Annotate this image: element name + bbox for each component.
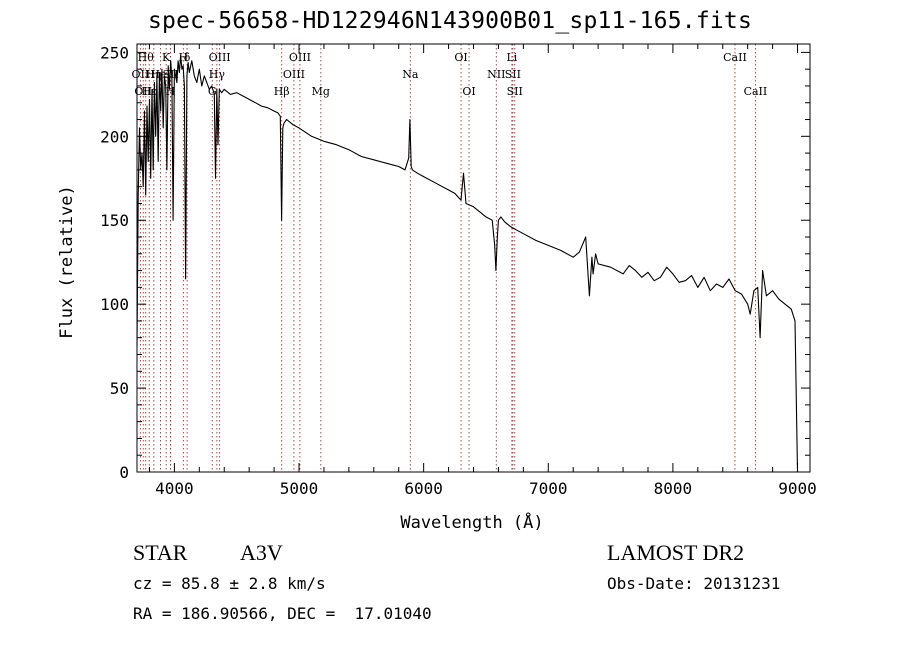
chart-title: spec-56658-HD122946N143900B01_sp11-165.f… bbox=[147, 8, 753, 34]
x-tick-label: 5000 bbox=[280, 479, 319, 498]
line-marker-label: HeI bbox=[150, 68, 170, 81]
line-marker-label: δ bbox=[184, 51, 191, 64]
line-marker-label: CaII bbox=[744, 85, 768, 98]
line-marker-label: Hη bbox=[146, 68, 162, 81]
line-marker-label: SII bbox=[505, 68, 521, 81]
line-marker-label: Li bbox=[506, 51, 517, 64]
plot-frame bbox=[136, 43, 811, 473]
line-marker-label: Na bbox=[402, 68, 419, 81]
x-tick-label: 4000 bbox=[155, 479, 194, 498]
x-tick-label: 8000 bbox=[654, 479, 693, 498]
line-marker-label: SII bbox=[507, 85, 523, 98]
survey-name: LAMOST DR2 bbox=[607, 540, 745, 565]
redshift-velocity: cz = 85.8 ± 2.8 km/s bbox=[133, 574, 326, 593]
y-tick-label: 250 bbox=[100, 43, 129, 62]
line-marker-label: Hθ bbox=[138, 51, 155, 64]
line-marker-label: H bbox=[166, 85, 176, 98]
x-tick-label: 9000 bbox=[778, 479, 817, 498]
y-tick-label: 0 bbox=[119, 463, 129, 482]
y-tick-label: 200 bbox=[100, 127, 129, 146]
line-marker-label: OIII bbox=[283, 68, 305, 81]
line-marker-label: K bbox=[162, 51, 171, 64]
line-markers: OIIOIIHθHεHηHeIKHSIIHδGHγOIIIHβOIIIOIIIM… bbox=[132, 44, 768, 472]
spectral-class: A3V bbox=[240, 540, 283, 565]
axes: 4000 5000 6000 7000 8000 9000 0 50 100 150 200 250 bbox=[100, 43, 817, 498]
spectrum-line bbox=[136, 55, 799, 473]
object-type: STAR bbox=[133, 540, 188, 565]
line-marker-label: NII bbox=[487, 68, 505, 81]
line-marker-label: OI bbox=[462, 85, 475, 98]
x-axis-label: Wavelength (Å) bbox=[400, 511, 543, 533]
x-tick-label: 6000 bbox=[404, 479, 443, 498]
coordinates: RA = 186.90566, DEC = 17.01040 bbox=[133, 604, 432, 623]
line-marker-label: G bbox=[208, 85, 217, 98]
line-marker-label: CaII bbox=[723, 51, 747, 64]
line-marker-label: OIII bbox=[209, 51, 231, 64]
line-marker-label: Hε bbox=[142, 85, 158, 98]
line-marker-label: OIII bbox=[289, 51, 311, 64]
line-marker-label: OII bbox=[132, 68, 150, 81]
line-marker-label: OI bbox=[454, 51, 467, 64]
line-marker-label: OII bbox=[134, 85, 152, 98]
line-marker-label: Mg bbox=[312, 85, 330, 98]
line-marker-label: Hγ bbox=[209, 68, 226, 81]
y-axis-label: Flux (relative) bbox=[57, 185, 77, 339]
y-tick-label: 100 bbox=[100, 295, 129, 314]
y-tick-label: 150 bbox=[100, 211, 129, 230]
series-layer bbox=[136, 55, 799, 473]
line-marker-label: Hβ bbox=[274, 85, 290, 98]
x-tick-label: 7000 bbox=[529, 479, 568, 498]
observation-date: Obs-Date: 20131231 bbox=[607, 574, 781, 593]
line-marker-label: H bbox=[179, 51, 189, 64]
y-tick-label: 50 bbox=[110, 379, 129, 398]
